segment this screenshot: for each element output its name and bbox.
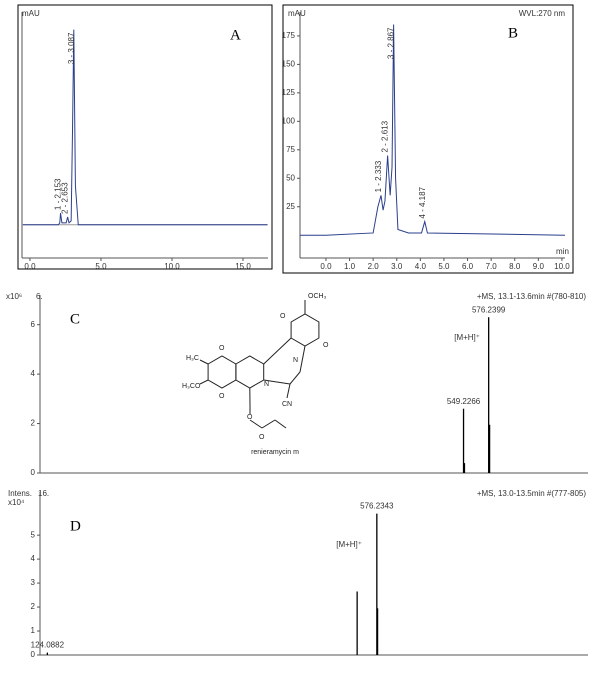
peak-label: 4 - 4.187 — [418, 186, 427, 218]
bond — [286, 383, 291, 399]
structure-caption: renieramycin m — [251, 449, 299, 456]
peak-label: 1 - 2.153 — [54, 178, 63, 210]
atom-label: O — [323, 342, 329, 349]
ion-annotation: [M+H]⁺ — [454, 333, 480, 342]
bond — [249, 419, 263, 429]
scan-label: 16. — [38, 489, 49, 498]
bond — [289, 371, 301, 385]
panel-label: B — [508, 25, 518, 41]
atom-label: O — [280, 313, 286, 320]
y-tick-label: 5 — [31, 530, 36, 539]
x-tick-label: 1.0 — [344, 262, 356, 271]
y-tick-label: 4 — [31, 554, 36, 563]
bond — [199, 379, 209, 385]
chromatogram-trace — [22, 29, 268, 226]
peak-label: 124.0882 — [31, 641, 65, 650]
panel-frame — [17, 4, 273, 270]
bond — [274, 419, 287, 429]
panel-frame — [282, 4, 574, 274]
bond — [299, 345, 306, 373]
bond — [261, 419, 276, 429]
peak-label: 3 - 3.087 — [67, 32, 76, 64]
x-tick-label: 3.0 — [391, 262, 403, 271]
atom-label: H₃C — [186, 355, 199, 362]
peak-label: 2 - 2.613 — [381, 120, 390, 152]
atom-label: O — [247, 414, 253, 421]
atom-label: N — [264, 381, 269, 388]
ion-annotation: [M+H]⁺ — [336, 540, 362, 549]
peak-label: 3 - 2.867 — [387, 27, 396, 59]
x-tick-label: 0.0 — [24, 262, 36, 271]
atom-label: H₃CO — [182, 383, 201, 390]
spectrum-header: +MS, 13.1-13.6min #(780-810) — [477, 292, 587, 301]
structure: OCH₃ H₃C H₃CO N N CN O O O O O O reniera… — [182, 293, 329, 456]
panel-label: C — [70, 311, 80, 327]
bond — [199, 359, 209, 365]
y-tick-label: 4 — [31, 369, 36, 378]
panel-label: D — [70, 518, 81, 534]
x-tick-label: 0.0 — [320, 262, 332, 271]
atom-label: CN — [282, 401, 292, 408]
atom-label: O — [219, 393, 225, 400]
y-tick-label: 125 — [282, 88, 296, 97]
y-axis-label: mAU — [22, 9, 40, 18]
y-tick-label: 2 — [31, 602, 36, 611]
y-tick-label: 6 — [31, 320, 36, 329]
x-tick-label: 10.0 — [164, 262, 180, 271]
atom-label: O — [219, 345, 225, 352]
y-axis-label: x10⁶ — [6, 292, 22, 301]
unit-label: x10⁴ — [8, 498, 25, 507]
y-tick-label: 25 — [286, 202, 295, 211]
peak-label: 549.2266 — [447, 397, 481, 406]
x-tick-label: 15.0 — [235, 262, 251, 271]
x-tick-label: 5.0 — [95, 262, 107, 271]
peak-label: 2 - 2.653 — [61, 182, 70, 214]
spectrum-header: +MS, 13.0-13.5min #(777-805) — [477, 489, 587, 498]
y-tick-label: 1 — [31, 626, 36, 635]
y-tick-label: 100 — [282, 116, 296, 125]
y-tick-label: 0 — [31, 650, 36, 659]
atom-label: O — [259, 434, 265, 441]
x-tick-label: 9.0 — [533, 262, 545, 271]
scan-label: 6. — [36, 292, 43, 301]
y-axis-label: Intens. — [8, 489, 32, 498]
x-axis-label: min — [556, 247, 569, 256]
x-tick-label: 6.0 — [462, 262, 474, 271]
y-tick-label: 3 — [31, 578, 36, 587]
ring — [235, 355, 265, 389]
peak-label: 576.2399 — [472, 305, 506, 314]
ring — [290, 313, 320, 347]
ring — [207, 355, 237, 389]
bond — [263, 337, 292, 365]
x-tick-label: 8.0 — [509, 262, 521, 271]
x-tick-label: 4.0 — [415, 262, 427, 271]
y-tick-label: 50 — [286, 173, 295, 182]
x-tick-label: 5.0 — [438, 262, 450, 271]
x-tick-label: 10.0 — [554, 262, 570, 271]
panel-label: A — [230, 27, 241, 43]
y-axis-label: mAU — [288, 9, 306, 18]
y-tick-label: 75 — [286, 145, 295, 154]
y-tick-label: 150 — [282, 59, 296, 68]
peak-label: 1 - 2.333 — [374, 160, 383, 192]
y-tick-label: 175 — [282, 31, 296, 40]
y-tick-label: 2 — [31, 419, 36, 428]
atom-label: N — [293, 357, 298, 364]
y-tick-label: 0 — [31, 468, 36, 477]
peak-label: 576.2343 — [360, 502, 394, 511]
x-tick-label: 2.0 — [368, 262, 380, 271]
bond — [263, 379, 291, 385]
detector-label: WVL:270 nm — [519, 9, 566, 18]
x-tick-label: 7.0 — [486, 262, 498, 271]
chromatogram-trace — [300, 24, 566, 236]
atom-label: OCH₃ — [308, 293, 327, 300]
